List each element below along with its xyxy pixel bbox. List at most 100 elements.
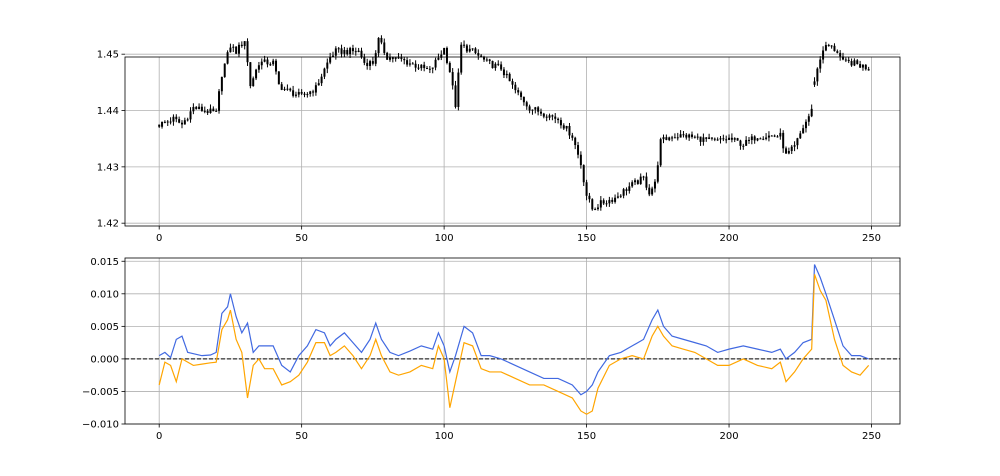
- candle-body: [277, 71, 280, 85]
- candle-body: [334, 48, 337, 56]
- candle-body: [796, 138, 799, 146]
- candle-body: [369, 61, 372, 66]
- price-xtick-label: 100: [435, 233, 454, 244]
- candle-body: [320, 76, 323, 84]
- candle-body: [594, 209, 597, 211]
- candle-body: [685, 134, 688, 138]
- candle-body: [511, 81, 514, 85]
- candle-body: [847, 59, 850, 62]
- candle-body: [283, 88, 286, 90]
- candle-body: [631, 182, 634, 187]
- candle-body: [722, 138, 725, 140]
- candle-body: [668, 137, 671, 140]
- candle-body: [665, 137, 668, 140]
- candle-body: [457, 72, 460, 107]
- candle-body: [232, 46, 235, 48]
- candle-body: [813, 81, 816, 85]
- orange-indicator-line: [158, 274, 870, 415]
- candle-body: [186, 119, 189, 121]
- price-ticks: 0 50 100 150 200 250 1.42 1.43 1.44 1.45: [97, 50, 881, 244]
- candle-body: [286, 88, 289, 90]
- candle-body: [833, 45, 836, 52]
- candle-body: [710, 137, 713, 139]
- candle-body: [659, 139, 662, 166]
- candle-body: [574, 137, 577, 146]
- candle-body: [645, 176, 648, 188]
- candle-body: [588, 195, 591, 200]
- price-xtick-label: 200: [719, 233, 738, 244]
- candle-body: [465, 45, 468, 52]
- candle-body: [169, 121, 172, 123]
- candle-body: [440, 54, 443, 58]
- candle-body: [816, 68, 819, 82]
- candle-body: [802, 128, 805, 134]
- candle-body: [468, 48, 471, 52]
- candle-body: [622, 189, 625, 196]
- candle-body: [300, 92, 303, 94]
- candle-body: [309, 91, 312, 95]
- candle-body: [448, 62, 451, 73]
- candle-body: [312, 91, 315, 93]
- candle-body: [548, 115, 551, 118]
- candle-body: [688, 134, 691, 138]
- candle-body: [565, 125, 568, 129]
- candle-body: [400, 57, 403, 59]
- price-xtick-label: 250: [862, 233, 881, 244]
- indicator-xtick-label: 0: [156, 431, 162, 442]
- candle-body: [502, 69, 505, 76]
- candle-body: [844, 59, 847, 61]
- candle-body: [240, 44, 243, 47]
- candle-body: [605, 203, 608, 205]
- candle-body: [793, 145, 796, 147]
- candle-body: [634, 180, 637, 183]
- candle-body: [206, 111, 209, 113]
- candle-body: [363, 57, 366, 63]
- candle-body: [676, 137, 679, 139]
- candle-body: [719, 138, 722, 140]
- candle-body: [577, 145, 580, 155]
- candle-body: [568, 125, 571, 136]
- candle-body: [326, 62, 329, 69]
- candle-body: [351, 48, 354, 52]
- candle-body: [776, 136, 779, 138]
- candle-body: [571, 135, 574, 138]
- candle-body: [514, 84, 517, 91]
- candle-body: [306, 94, 309, 96]
- candle-body: [750, 136, 753, 141]
- candle-body: [790, 146, 793, 151]
- candle-body: [388, 57, 391, 60]
- candle-body: [314, 85, 317, 93]
- candle-body: [354, 51, 357, 53]
- candle-body: [785, 148, 788, 154]
- candle-body: [636, 180, 639, 184]
- candle-body: [249, 62, 252, 87]
- indicator-xtick-label: 200: [719, 431, 738, 442]
- candle-body: [628, 186, 631, 191]
- candle-body: [733, 138, 736, 140]
- candle-body: [508, 73, 511, 82]
- candle-body: [340, 48, 343, 54]
- candle-body: [856, 60, 859, 65]
- candle-body: [366, 62, 369, 66]
- price-xtick-label: 150: [577, 233, 596, 244]
- candle-body: [708, 137, 711, 139]
- candle-body: [445, 47, 448, 63]
- candle-body: [180, 122, 183, 125]
- candle-body: [539, 111, 542, 114]
- candle-body: [528, 106, 531, 111]
- candle-body: [377, 37, 380, 54]
- candle-body: [212, 108, 215, 112]
- candle-body: [705, 137, 708, 139]
- candle-body: [471, 48, 474, 50]
- candle-body: [767, 135, 770, 138]
- candle-body: [728, 137, 731, 140]
- candle-body: [770, 135, 773, 137]
- candle-body: [608, 199, 611, 204]
- candle-body: [183, 120, 186, 125]
- candle-body: [237, 44, 240, 54]
- indicator-xtick-label: 150: [577, 431, 596, 442]
- indicator-ytick-label: 0.005: [90, 322, 119, 333]
- candle-body: [736, 138, 739, 141]
- candle-body: [480, 55, 483, 58]
